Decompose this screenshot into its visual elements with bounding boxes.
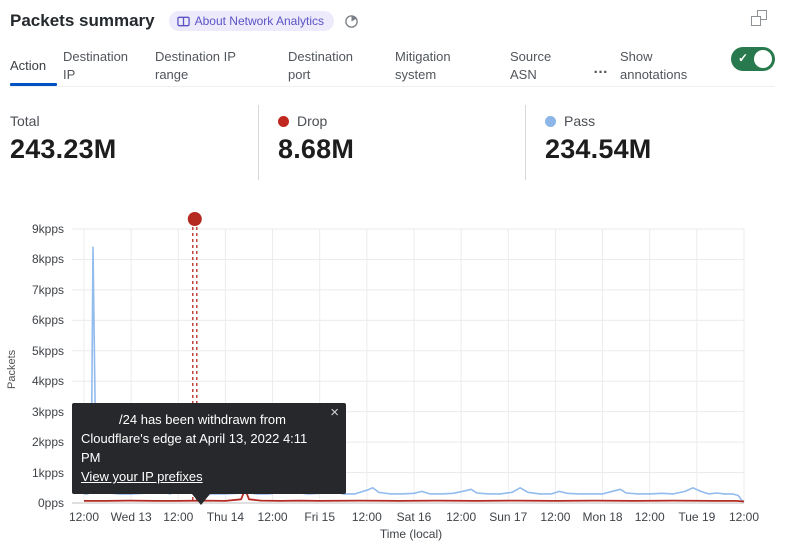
x-tick-label: 12:00 — [257, 510, 288, 524]
pass-label: Pass — [564, 113, 596, 129]
y-tick-label: 6kpps — [31, 313, 64, 328]
x-tick-label: Sat 16 — [396, 510, 432, 524]
y-tick-label: 0pps — [37, 496, 64, 510]
tooltip-caret — [192, 494, 210, 505]
history-clock-icon[interactable] — [344, 14, 359, 29]
drop-legend-dot — [278, 115, 289, 127]
tab-destination-ip-range[interactable]: Destination IP range — [155, 48, 236, 82]
more-tabs-button[interactable]: … — [593, 60, 609, 77]
drop-series-line — [84, 488, 745, 503]
x-tick-label: 12:00 — [68, 510, 100, 524]
tab-source-asn[interactable]: Source ASN — [510, 48, 552, 82]
y-tick-label: 9kpps — [31, 222, 64, 236]
expand-window-icon[interactable] — [751, 10, 767, 26]
x-tick-label: Sun 17 — [489, 510, 528, 524]
x-axis-title: Time (local) — [379, 527, 443, 541]
x-tick-label: 12:00 — [351, 510, 382, 524]
x-tick-label: Thu 14 — [206, 510, 245, 524]
x-tick-label: Tue 19 — [678, 510, 716, 524]
tab-destination-ip[interactable]: Destination IP — [63, 48, 129, 82]
packets-time-series-chart: Packets 0pps 1kpps 2kpps 3kpps 4kpps 5kpps 6kp… — [0, 210, 785, 555]
tab-destination-port[interactable]: Destination port — [288, 48, 354, 82]
x-tick-label: Mon 18 — [582, 510, 623, 524]
restore-square-back — [757, 10, 767, 20]
tab-mitigation-system[interactable]: Mitigation system — [395, 48, 451, 82]
x-tick-label: Wed 13 — [110, 510, 152, 524]
about-network-analytics-badge[interactable]: About Network Analytics — [168, 11, 334, 31]
x-tick-label: 12:00 — [540, 510, 571, 524]
x-tick-label: Fri 15 — [304, 510, 336, 524]
summary-stats: Total 243.23M Drop 8.68M Pass 234.54M — [10, 105, 785, 180]
tooltip-close-icon[interactable]: × — [330, 404, 339, 421]
total-value: 243.23M — [10, 134, 117, 164]
header: Packets summary About Network Analytics — [10, 8, 775, 34]
annotation-line-1: /24 has been withdrawn from — [119, 412, 286, 427]
toggle-knob — [754, 50, 772, 68]
drop-label: Drop — [297, 113, 328, 129]
annotation-tooltip: /24 has been withdrawn from Cloudflare's… — [72, 403, 346, 505]
stat-drop: Drop 8.68M — [258, 105, 525, 180]
x-tick-label: 12:00 — [728, 510, 760, 524]
page-title: Packets summary — [10, 11, 155, 30]
view-ip-prefixes-link[interactable]: View your IP prefixes — [81, 469, 203, 484]
y-tick-label: 3kpps — [31, 404, 64, 419]
show-annotations-toggle[interactable]: ✓ — [731, 47, 775, 71]
restore-square-front — [751, 16, 761, 26]
y-tick-label: 7kpps — [31, 282, 64, 297]
dimension-tabs: Action Destination IP Destination IP ran… — [10, 45, 775, 87]
y-tick-label: 1kpps — [31, 465, 64, 480]
x-tick-label: 12:00 — [634, 510, 665, 524]
y-tick-label: 8kpps — [31, 252, 64, 267]
check-icon: ✓ — [738, 51, 749, 65]
y-tick-label: 2kpps — [31, 435, 64, 450]
annotation-line-2: Cloudflare's edge at April 13, 2022 4:11… — [81, 431, 308, 465]
x-tick-label: 12:00 — [446, 510, 477, 524]
annotation-marker-dot[interactable] — [187, 212, 202, 226]
y-tick-label: 5kpps — [31, 343, 64, 358]
pass-legend-dot — [545, 115, 556, 127]
tab-action[interactable]: Action — [10, 46, 63, 86]
x-tick-label: 12:00 — [163, 510, 194, 524]
total-label: Total — [10, 113, 40, 129]
drop-value: 8.68M — [278, 134, 355, 164]
stat-total: Total 243.23M — [10, 105, 258, 180]
badge-label: About Network Analytics — [194, 14, 324, 28]
show-annotations-label: Show annotations — [620, 48, 688, 82]
pass-value: 234.54M — [545, 134, 652, 164]
y-tick-label: 4kpps — [31, 374, 64, 389]
book-icon — [176, 16, 190, 26]
stat-pass: Pass 234.54M — [525, 105, 785, 180]
